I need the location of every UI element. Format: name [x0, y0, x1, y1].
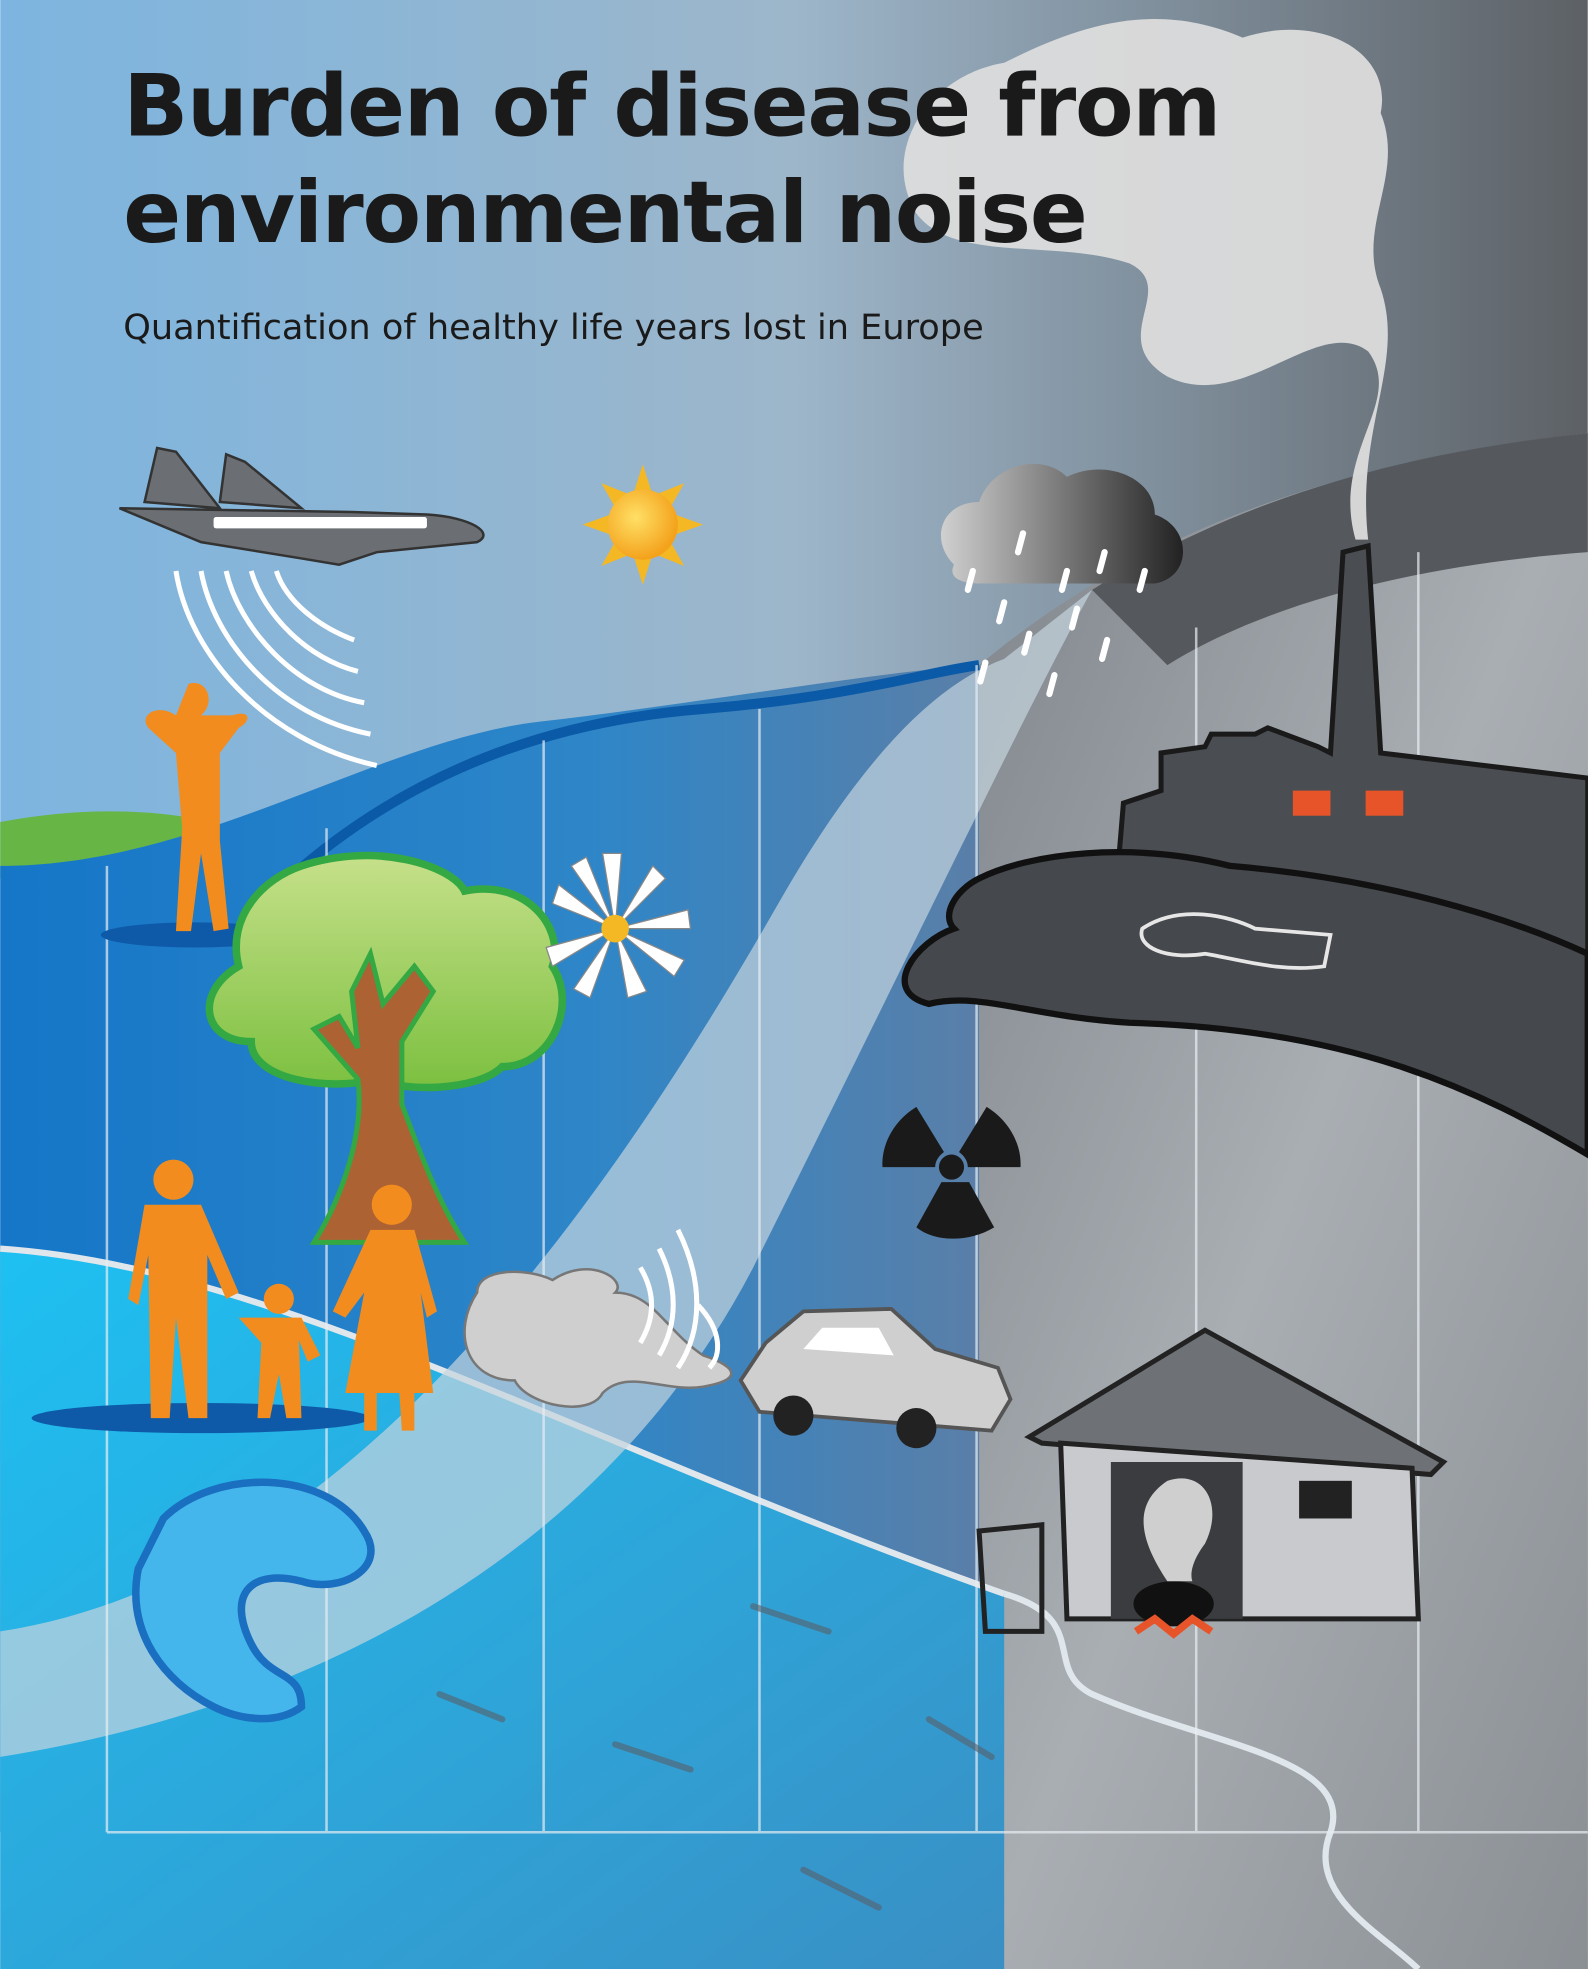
fire	[1133, 1614, 1214, 1639]
father	[128, 1204, 239, 1419]
factory	[1114, 542, 1588, 957]
title-line: environmental noise	[123, 164, 1086, 263]
title-line: Burden of disease from	[123, 58, 1220, 157]
person	[145, 682, 248, 932]
road-band	[0, 589, 1093, 1757]
wave	[198, 570, 371, 737]
sound-waves	[173, 570, 378, 768]
radiation-blade	[916, 1182, 995, 1239]
tree-trunk	[309, 946, 470, 1245]
sun-disc	[607, 489, 678, 560]
path-line	[1003, 1590, 1421, 1969]
radiation-centre	[938, 1154, 965, 1180]
raindrop	[1096, 549, 1108, 575]
radiation-blade	[959, 1106, 1021, 1168]
raindrop	[996, 599, 1008, 625]
stroke	[800, 1866, 882, 1911]
wave	[656, 1247, 676, 1357]
stroke	[436, 1691, 506, 1723]
tree-crown	[205, 851, 566, 1092]
fence	[976, 1521, 1045, 1634]
cooking-pot	[1133, 1581, 1214, 1627]
dark-band	[1092, 432, 1588, 666]
wave	[248, 570, 359, 674]
pot-smoke	[1143, 1478, 1213, 1582]
daisy-centre	[601, 914, 629, 943]
family	[128, 1159, 437, 1431]
fish	[132, 1478, 375, 1723]
airplane	[118, 446, 485, 567]
radiation-symbol	[882, 1106, 1021, 1239]
raindrop	[964, 567, 976, 593]
factory-window	[1365, 790, 1404, 816]
wave	[173, 570, 378, 768]
car-body	[738, 1306, 1013, 1433]
wave	[675, 1228, 700, 1370]
hut	[976, 1327, 1448, 1639]
raindrop	[1136, 567, 1148, 593]
plane-windows	[213, 517, 427, 529]
raindrop	[1021, 630, 1033, 656]
windows	[213, 517, 427, 529]
wheel	[773, 1395, 814, 1436]
stroke	[750, 1603, 832, 1635]
oil-spill	[901, 849, 1588, 1159]
grey-land	[979, 432, 1588, 1969]
exhaust-cloud	[463, 1268, 733, 1408]
daisy	[545, 852, 692, 999]
wave	[638, 1266, 655, 1345]
sea-edge	[285, 660, 980, 883]
radiation-blade	[882, 1106, 944, 1168]
roof	[1024, 1327, 1448, 1478]
raindrop	[1046, 672, 1058, 698]
raindrop	[1014, 530, 1027, 556]
stroke	[612, 1741, 694, 1773]
water-strokes	[436, 1603, 995, 1911]
smoke	[903, 19, 1388, 540]
car-sound-waves	[638, 1228, 721, 1370]
rain-cloud	[940, 463, 1184, 584]
car-window	[803, 1327, 894, 1356]
window	[1299, 1480, 1352, 1519]
fish-skeleton	[1139, 912, 1333, 970]
car	[738, 1306, 1013, 1449]
mother-head	[371, 1184, 412, 1225]
factory-window	[1292, 790, 1331, 816]
wave	[223, 570, 365, 706]
mother	[332, 1229, 437, 1431]
child	[238, 1317, 321, 1419]
raindrop	[1068, 605, 1081, 631]
wave	[273, 570, 356, 643]
sun	[582, 464, 704, 585]
stroke	[925, 1716, 995, 1761]
wheel	[896, 1408, 937, 1449]
subtitle: Quantification of healthy life years los…	[123, 307, 983, 348]
raindrop	[977, 659, 989, 685]
raindrop	[1098, 636, 1111, 662]
raindrop	[1058, 567, 1071, 593]
rain	[964, 530, 1148, 698]
wave	[696, 1303, 721, 1370]
father-head	[153, 1159, 194, 1200]
child-head	[263, 1283, 294, 1314]
